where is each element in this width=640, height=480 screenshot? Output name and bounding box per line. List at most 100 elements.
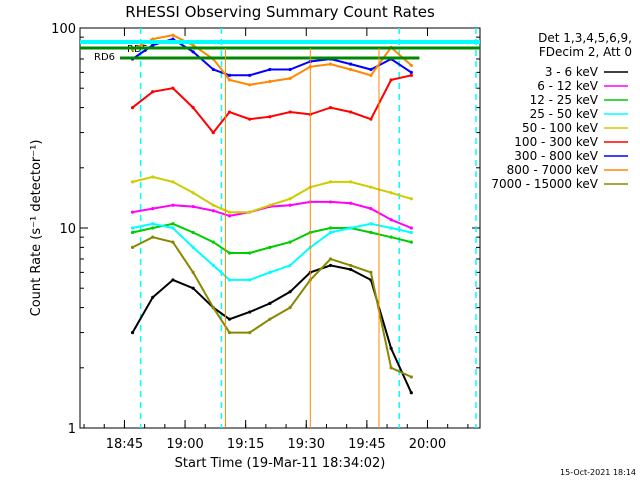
data-point — [409, 63, 413, 68]
data-point — [389, 191, 393, 195]
data-point — [369, 117, 373, 121]
data-point — [349, 110, 353, 114]
x-tick-label: 19:30 — [288, 437, 325, 452]
data-point — [227, 317, 232, 321]
data-point — [248, 251, 252, 255]
data-point — [211, 130, 215, 135]
data-point — [389, 366, 393, 370]
data-point — [191, 43, 195, 47]
data-point — [288, 76, 292, 80]
data-point — [151, 43, 155, 47]
series-line — [132, 236, 412, 378]
data-point — [191, 270, 195, 274]
data-point — [191, 50, 195, 54]
legend-label: 25 - 50 keV — [530, 107, 599, 121]
data-point — [227, 330, 232, 335]
data-point — [328, 230, 333, 235]
data-point — [409, 391, 413, 395]
data-point — [171, 278, 175, 282]
data-point — [191, 245, 195, 249]
data-point — [389, 226, 393, 230]
data-point — [191, 230, 195, 235]
series-line — [131, 74, 412, 135]
data-point — [328, 257, 333, 261]
timestamp: 15-Oct-2021 18:14 — [560, 468, 636, 477]
data-point — [211, 263, 215, 268]
data-point — [409, 375, 413, 379]
data-point — [248, 330, 252, 335]
data-point — [211, 240, 215, 244]
data-point — [130, 226, 135, 230]
data-point — [369, 73, 373, 77]
y-tick-label: 10 — [59, 222, 76, 237]
data-point — [349, 201, 353, 205]
data-point — [151, 175, 155, 179]
x-tick-label: 18:45 — [106, 437, 143, 452]
data-point — [130, 245, 135, 249]
data-point — [369, 185, 373, 189]
data-point — [191, 191, 195, 195]
data-point — [328, 180, 333, 184]
data-point — [227, 78, 232, 82]
data-point — [171, 226, 175, 230]
data-point — [349, 180, 353, 184]
data-point — [349, 263, 353, 268]
chart-marks: 18:45 19:00 19:15 19:30 19:45 20:00 1 10 100 — [51, 22, 480, 452]
data-point — [369, 230, 373, 235]
data-point — [288, 197, 292, 201]
data-point — [328, 200, 333, 204]
data-point — [248, 278, 252, 282]
data-point — [328, 62, 333, 66]
data-point — [268, 79, 272, 84]
data-point — [211, 203, 215, 207]
legend-label: 100 - 300 keV — [514, 135, 598, 149]
data-point — [389, 218, 393, 222]
data-point — [191, 105, 195, 110]
data-point — [151, 37, 155, 41]
data-point — [151, 90, 155, 94]
data-point — [130, 180, 135, 184]
data-point — [151, 235, 155, 239]
data-point — [248, 310, 252, 314]
data-point — [171, 203, 175, 207]
legend-label: 3 - 6 keV — [545, 65, 599, 79]
data-point — [409, 197, 413, 201]
data-point — [389, 235, 393, 239]
x-tick-label: 19:45 — [348, 437, 385, 452]
legend-header-2: FDecim 2, Att 0 — [539, 45, 632, 59]
data-point — [130, 105, 135, 110]
data-point — [151, 295, 155, 299]
data-point — [288, 110, 292, 114]
data-point — [288, 290, 292, 294]
data-point — [171, 240, 175, 244]
data-point — [369, 222, 373, 226]
data-point — [268, 203, 272, 207]
data-point — [349, 67, 353, 72]
x-tick-label: 19:00 — [166, 437, 203, 452]
data-point — [409, 230, 413, 235]
data-point — [248, 210, 252, 214]
data-point — [211, 67, 215, 72]
data-point — [328, 263, 333, 268]
x-tick-label: 20:00 — [409, 437, 446, 452]
data-point — [191, 286, 195, 290]
legend-label: 800 - 7000 keV — [507, 163, 599, 177]
data-point — [130, 210, 135, 214]
data-point — [268, 317, 272, 321]
series-line — [131, 264, 413, 394]
data-point — [328, 105, 333, 110]
legend-label: 50 - 100 keV — [522, 121, 599, 135]
data-point — [409, 73, 413, 77]
data-point — [151, 226, 155, 230]
x-axis-label: Start Time (19-Mar-11 18:34:02) — [175, 456, 386, 471]
data-point — [268, 301, 272, 305]
data-point — [248, 73, 252, 77]
data-point — [211, 209, 215, 213]
legend-label: 12 - 25 keV — [530, 93, 599, 107]
x-tick-label: 19:15 — [227, 437, 264, 452]
data-point — [151, 222, 155, 226]
data-point — [171, 180, 175, 184]
data-point — [268, 245, 272, 249]
